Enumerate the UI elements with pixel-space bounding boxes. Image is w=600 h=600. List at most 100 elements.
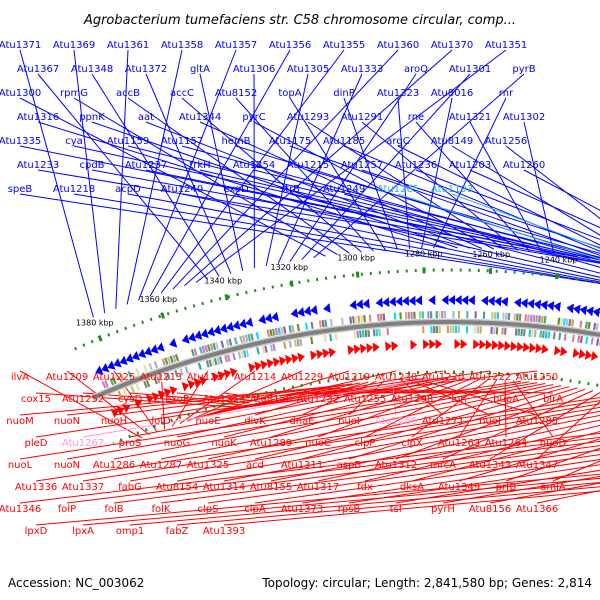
gene-label[interactable]: Atu1264 <box>485 438 527 449</box>
gene-label[interactable]: nuoM <box>6 416 33 427</box>
gene-label[interactable]: Atu1222 <box>469 372 511 383</box>
gene-label[interactable]: Atu8152 <box>215 88 257 99</box>
gene-label[interactable]: Atu1233 <box>17 160 59 171</box>
gene-label[interactable]: Atu1175 <box>269 136 311 147</box>
gene-label[interactable]: Atu8149 <box>431 136 473 147</box>
gene-label[interactable]: Atu1301 <box>449 64 491 75</box>
gene-label[interactable]: exoD <box>223 184 249 195</box>
gene-label[interactable]: acd <box>246 460 264 471</box>
gene-label[interactable]: exoP <box>165 394 189 405</box>
gene-label[interactable]: Atu1306 <box>233 64 275 75</box>
gene-label[interactable]: Atu1351 <box>485 40 527 51</box>
gene-label[interactable]: nuoK <box>211 438 237 449</box>
gene-label[interactable]: Atu1358 <box>161 40 203 51</box>
gene-label[interactable]: Atu1346 <box>0 504 41 515</box>
gene-label[interactable]: divK <box>244 416 266 427</box>
gene-label[interactable]: Atu1348 <box>71 64 113 75</box>
gene-label[interactable]: lolD <box>151 416 171 427</box>
gene-label[interactable]: acpD <box>115 184 141 195</box>
gene-label[interactable]: Atu1311 <box>281 460 323 471</box>
gene-label[interactable]: Atu1371 <box>0 40 41 51</box>
gene-label[interactable]: pyrB <box>512 64 535 75</box>
gene-label[interactable]: Atu1219 <box>328 372 370 383</box>
gene-label[interactable]: argC <box>386 136 409 147</box>
gene-label[interactable]: Atu1185 <box>323 136 365 147</box>
gene-label[interactable]: Atu1337 <box>62 482 104 493</box>
gene-label[interactable]: Atu1314 <box>203 482 245 493</box>
gene-label[interactable]: Atu1250 <box>516 372 558 383</box>
gene-label[interactable]: Atu1323 <box>377 88 419 99</box>
gene-label[interactable]: prfB <box>496 482 517 493</box>
gene-label[interactable]: Atu1240 <box>161 184 203 195</box>
gene-label[interactable]: Atu1254 <box>233 160 275 171</box>
gene-label[interactable]: Atu1209 <box>46 372 88 383</box>
gene-label[interactable]: Atu1366 <box>516 504 558 515</box>
gene-label[interactable]: clpX <box>401 438 423 449</box>
gene-label[interactable]: Atu1291 <box>341 112 383 123</box>
gene-label[interactable]: nuoC <box>305 438 331 449</box>
gene-label[interactable]: Atu1355 <box>323 40 365 51</box>
gene-label[interactable]: Atu1220 <box>422 372 464 383</box>
gene-label[interactable]: gltA <box>190 64 210 75</box>
gene-label[interactable]: Atu1336 <box>15 482 57 493</box>
gene-label[interactable]: tsf <box>390 504 403 515</box>
gene-label[interactable]: hupA <box>493 394 519 405</box>
gene-label[interactable]: Atu8154 <box>156 482 198 493</box>
gene-label[interactable]: Atu1271 <box>422 416 464 427</box>
gene-label[interactable]: strB <box>280 184 300 195</box>
gene-label[interactable]: aroQ <box>404 64 428 75</box>
gene-label[interactable]: amiA <box>540 482 566 493</box>
gene-label[interactable]: Atu1193 <box>431 184 473 195</box>
gene-label[interactable]: lon <box>451 394 466 405</box>
gene-label[interactable]: Atu1257 <box>341 160 383 171</box>
gene-label[interactable]: rnr <box>499 88 514 99</box>
gene-label[interactable]: ilvA <box>11 372 29 383</box>
gene-label[interactable]: Atu1393 <box>203 526 245 537</box>
gene-label[interactable]: folK <box>152 504 171 515</box>
gene-label[interactable]: dnaE <box>289 416 314 427</box>
gene-label[interactable]: Atu1159 <box>107 136 149 147</box>
gene-label[interactable]: dinP <box>333 88 355 99</box>
gene-label[interactable]: dksA <box>400 482 424 493</box>
gene-label[interactable]: Atu1230 <box>375 372 417 383</box>
gene-label[interactable]: rne <box>408 112 424 123</box>
gene-label[interactable]: Atu1229 <box>281 372 323 383</box>
gene-label[interactable]: Atu1285 <box>516 416 558 427</box>
gene-label[interactable]: Atu1369 <box>53 40 95 51</box>
gene-label[interactable]: Atu1370 <box>431 40 473 51</box>
gene-label[interactable]: Atu1256 <box>485 136 527 147</box>
gene-label[interactable]: Atu1266 <box>375 416 417 427</box>
gene-label[interactable]: Atu1225 <box>93 372 135 383</box>
gene-label[interactable]: Atu1312 <box>375 460 417 471</box>
gene-label[interactable]: ppnK <box>79 112 105 123</box>
gene-label[interactable]: cpdB <box>79 160 104 171</box>
gene-label[interactable]: Atu1300 <box>0 88 41 99</box>
gene-label[interactable]: speB <box>8 184 33 195</box>
gene-label[interactable]: Atu1367 <box>17 64 59 75</box>
gene-label[interactable]: accC <box>170 88 194 99</box>
gene-label[interactable]: nuoH <box>101 416 127 427</box>
gene-label[interactable]: Atu1249 <box>323 184 365 195</box>
gene-label[interactable]: fdx <box>357 482 373 493</box>
gene-label[interactable]: Atu1335 <box>0 136 41 147</box>
gene-label[interactable]: Atu1302 <box>503 112 545 123</box>
gene-label[interactable]: nuoN <box>54 416 80 427</box>
gene-label[interactable]: Atu1253 <box>203 394 245 405</box>
gene-label[interactable]: folB <box>104 504 123 515</box>
gene-label[interactable]: Atu1298 <box>391 394 433 405</box>
gene-label[interactable]: topA <box>278 88 301 99</box>
gene-label[interactable]: aat <box>138 112 154 123</box>
gene-label[interactable]: Atu1213 <box>140 372 182 383</box>
gene-label[interactable]: Atu1347 <box>516 460 558 471</box>
gene-label[interactable]: folP <box>58 504 76 515</box>
gene-label[interactable]: omp1 <box>116 526 145 537</box>
gene-label[interactable]: Atu1215 <box>287 160 329 171</box>
gene-label[interactable]: Atu1344 <box>179 112 221 123</box>
gene-label[interactable]: Atu1236 <box>395 160 437 171</box>
gene-label[interactable]: trkH <box>189 160 210 171</box>
gene-label[interactable]: Atu1360 <box>377 40 419 51</box>
gene-label[interactable]: Atu1227 <box>187 372 229 383</box>
gene-label[interactable]: cysD <box>118 394 143 405</box>
gene-label[interactable]: Atu1372 <box>125 64 167 75</box>
gene-label[interactable]: pyrC <box>242 112 265 123</box>
